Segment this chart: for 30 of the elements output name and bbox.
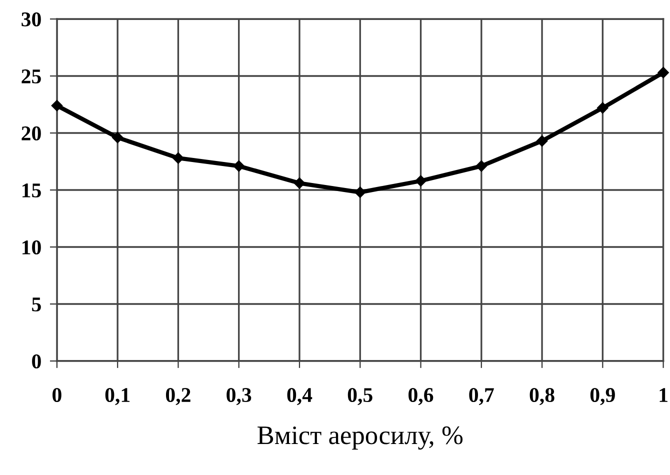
point <box>415 175 426 186</box>
x-tick-label: 0,7 <box>469 388 494 406</box>
point <box>51 100 63 112</box>
point <box>658 66 669 78</box>
x-tick-label: 0,6 <box>408 388 434 406</box>
y-tick-label: 30 <box>22 12 41 26</box>
x-tick-label: 0,9 <box>590 388 615 406</box>
y-tick-label: 20 <box>22 126 41 140</box>
x-tick-label: 1 <box>660 388 668 402</box>
y-tick-label: 15 <box>22 183 41 198</box>
x-tick-label: 0,8 <box>530 388 554 406</box>
point <box>597 102 608 114</box>
x-tick-label: 0,3 <box>226 388 252 406</box>
x-tick-label: 0,2 <box>166 388 190 406</box>
x-tick-label: 0,4 <box>287 388 312 406</box>
y-tick-label: 25 <box>22 69 41 84</box>
y-tick-label: 0 <box>32 354 41 368</box>
point <box>172 152 184 164</box>
point <box>476 160 487 172</box>
x-tick-label: 0,1 <box>105 388 130 406</box>
x-axis-title: Вміст аеросилу, % <box>258 426 463 450</box>
x-tick-label: 0 <box>52 388 62 402</box>
y-tick-label: 5 <box>32 298 41 312</box>
point <box>233 160 244 172</box>
point <box>536 135 548 147</box>
point <box>112 132 124 144</box>
y-tick-label: 10 <box>22 240 41 254</box>
point <box>354 186 366 198</box>
x-tick-label: 0,5 <box>348 388 372 406</box>
point <box>294 178 306 189</box>
